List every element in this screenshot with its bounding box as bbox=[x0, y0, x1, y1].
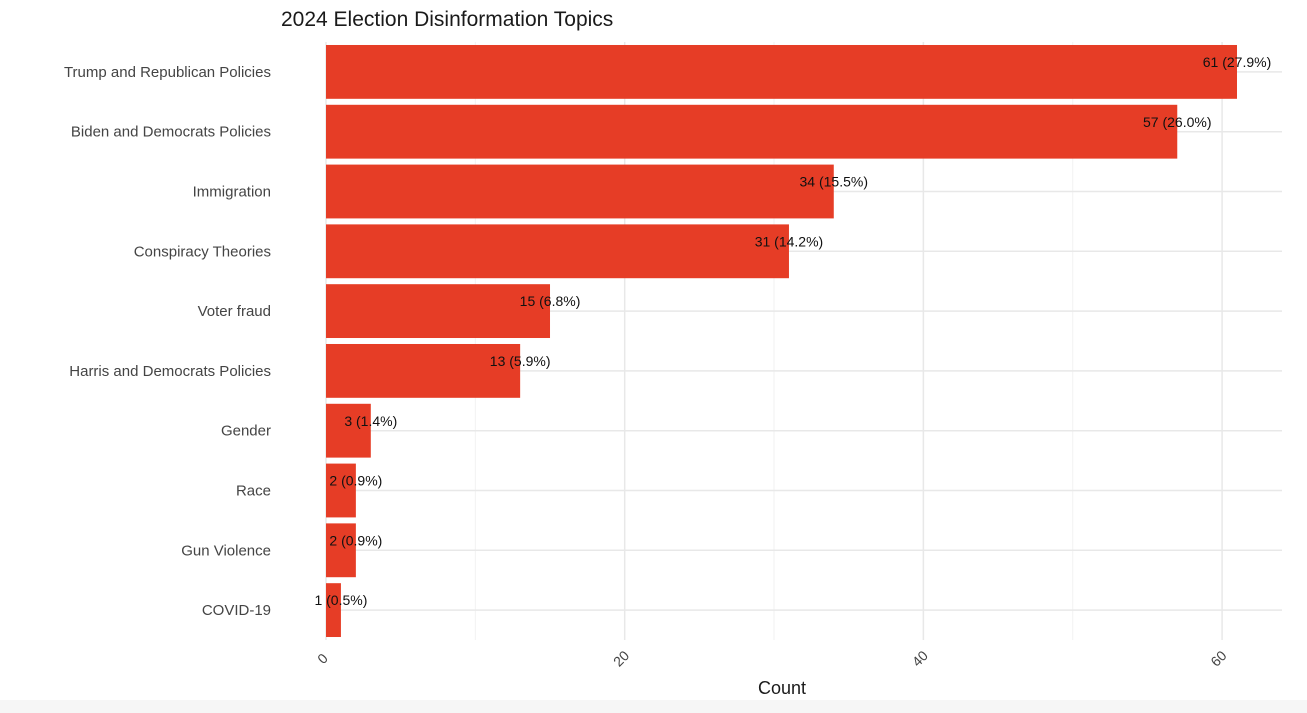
data-label: 57 (26.0%) bbox=[1143, 114, 1211, 130]
x-tick-label: 40 bbox=[909, 647, 931, 669]
bar bbox=[326, 164, 834, 219]
data-label: 3 (1.4%) bbox=[344, 413, 397, 429]
bar bbox=[326, 583, 341, 638]
x-tick-label: 0 bbox=[314, 650, 331, 667]
category-label: Harris and Democrats Policies bbox=[69, 363, 271, 380]
category-label: Voter fraud bbox=[198, 303, 271, 320]
bar bbox=[326, 224, 789, 279]
data-label: 31 (14.2%) bbox=[755, 233, 823, 249]
bar bbox=[326, 104, 1178, 159]
chart-title: 2024 Election Disinformation Topics bbox=[281, 8, 614, 31]
x-tick-label: 20 bbox=[610, 647, 632, 669]
x-tick-labels: 0 20 40 60 bbox=[314, 647, 1230, 669]
bar bbox=[326, 463, 356, 518]
data-label: 1 (0.5%) bbox=[314, 592, 367, 608]
data-label: 34 (15.5%) bbox=[800, 174, 868, 190]
x-tick-label: 60 bbox=[1207, 647, 1229, 669]
bars bbox=[326, 44, 1237, 638]
data-label: 13 (5.9%) bbox=[490, 353, 551, 369]
category-label: Gun Violence bbox=[181, 542, 271, 559]
footer-band bbox=[0, 700, 1307, 713]
bar bbox=[326, 44, 1237, 99]
data-label: 15 (6.8%) bbox=[520, 293, 581, 309]
category-label: Gender bbox=[221, 423, 271, 440]
bar bbox=[326, 343, 521, 398]
data-label: 61 (27.9%) bbox=[1203, 54, 1271, 70]
data-labels: 61 (27.9%) 57 (26.0%) 34 (15.5%) 31 (14.2%)… bbox=[314, 54, 1271, 608]
category-label: Trump and Republican Policies bbox=[64, 64, 271, 81]
x-axis-title: Count bbox=[758, 678, 806, 698]
category-label: Immigration bbox=[193, 184, 271, 201]
data-label: 2 (0.9%) bbox=[329, 532, 382, 548]
data-label: 2 (0.9%) bbox=[329, 473, 382, 489]
category-label: Race bbox=[236, 483, 271, 500]
category-label: Biden and Democrats Policies bbox=[71, 124, 271, 141]
bar bbox=[326, 284, 551, 339]
category-label: COVID-19 bbox=[202, 602, 271, 619]
bar bbox=[326, 523, 356, 578]
category-labels: Trump and Republican Policies Biden and D… bbox=[64, 64, 271, 619]
bar bbox=[326, 403, 371, 458]
category-label: Conspiracy Theories bbox=[134, 243, 271, 260]
